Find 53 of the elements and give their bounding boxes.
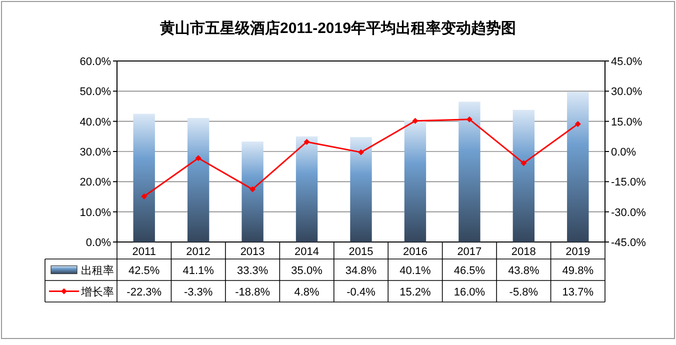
y2-tick-label: 45.0% (611, 56, 642, 68)
data-label: 34.8% (345, 264, 377, 277)
y2-tick-label: -15.0% (611, 176, 646, 189)
x-tick-label: 2011 (132, 246, 156, 258)
x-tick-label: 2014 (294, 246, 320, 258)
point (250, 186, 256, 192)
data-label: 46.5% (454, 264, 486, 277)
x-tick-label: 2018 (511, 246, 536, 258)
y-tick-label: 40.0% (80, 116, 112, 128)
chart-title: 黄山市五星级酒店2011-2019年平均出租率变动趋势图 (159, 19, 516, 37)
y2-tick-label: 0.0% (611, 146, 636, 158)
x-tick-label: 2013 (240, 246, 265, 258)
x-tick-label: 2015 (348, 246, 374, 258)
point (358, 149, 364, 156)
data-label: -3.3% (184, 286, 213, 298)
point (141, 193, 148, 200)
point (304, 138, 310, 145)
point (520, 160, 527, 166)
legend-label: 出租率 (81, 264, 114, 277)
point (466, 116, 472, 122)
y-tick-label: 50.0% (80, 86, 112, 98)
data-label: 41.1% (182, 264, 214, 277)
y-tick-label: 0.0% (86, 237, 112, 249)
y2-tick-label: -45.0% (611, 237, 646, 249)
legend-label: 增长率 (80, 285, 114, 298)
data-label: 4.8% (294, 286, 320, 298)
point (195, 155, 202, 162)
x-tick-label: 2016 (402, 246, 428, 258)
x-tick-label: 2012 (186, 246, 211, 258)
y2-tick-label: -30.0% (611, 206, 646, 219)
data-label: 42.5% (128, 264, 160, 277)
data-label: 43.8% (508, 264, 540, 277)
data-label: -0.4% (346, 286, 376, 298)
data-label: -18.8% (235, 286, 270, 298)
data-label: -22.3% (126, 286, 162, 298)
data-label: 40.1% (400, 264, 432, 277)
y2-tick-label: 15.0% (611, 116, 642, 128)
y-tick-label: 10.0% (80, 206, 112, 219)
y-tick-label: 30.0% (80, 146, 112, 158)
point (412, 118, 418, 124)
data-label: 13.7% (562, 286, 594, 298)
y-tick-label: 60.0% (80, 56, 112, 68)
data-label: -5.8% (509, 286, 538, 298)
data-label: 35.0% (291, 264, 323, 277)
data-label: 16.0% (454, 286, 486, 298)
x-tick-label: 2017 (457, 246, 482, 258)
point (574, 120, 581, 127)
x-tick-label: 2019 (566, 246, 590, 258)
data-label: 49.8% (562, 264, 594, 277)
y2-tick-label: 30.0% (611, 86, 642, 98)
y-tick-label: 20.0% (80, 176, 112, 189)
data-label: 33.3% (236, 264, 268, 277)
data-label: 15.2% (400, 286, 432, 298)
